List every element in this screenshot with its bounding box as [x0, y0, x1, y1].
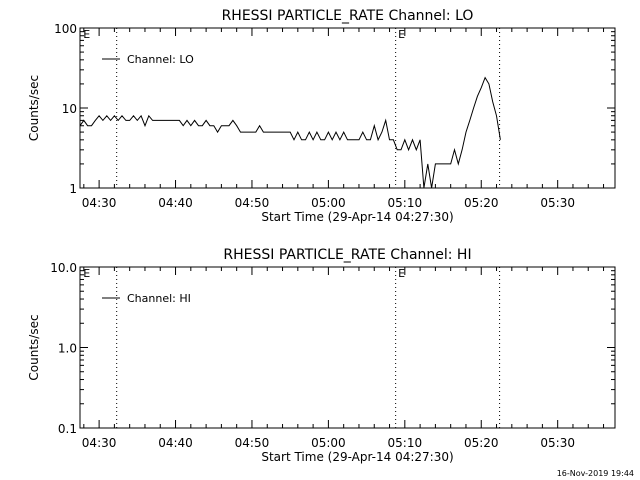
y-tick-label: 0.1 [58, 422, 77, 436]
event-marker-label: E [398, 267, 405, 280]
x-tick-label: 05:10 [388, 436, 423, 450]
x-tick-label: 04:50 [235, 196, 270, 210]
event-marker-label: E [398, 28, 405, 41]
y-tick-label: 1.0 [58, 342, 77, 356]
y-axis-label: Counts/sec [27, 75, 41, 141]
x-tick-label: 05:00 [311, 196, 346, 210]
x-tick-label: 05:00 [311, 436, 346, 450]
plot-frame [79, 27, 616, 189]
y-axis-label: Counts/sec [27, 314, 41, 380]
x-axis-label: Start Time (29-Apr-14 04:27:30) [261, 450, 453, 464]
event-marker-label: E [83, 28, 90, 41]
x-tick-label: 05:20 [464, 196, 499, 210]
chart-title: RHESSI PARTICLE_RATE Channel: HI [223, 247, 471, 263]
chart-panel-1: RHESSI PARTICLE_RATE Channel: LO 1 10 100 Co… [27, 8, 616, 224]
y-tick-label: 100 [54, 22, 77, 36]
series-line [79, 76, 501, 189]
x-axis-label: Start Time (29-Apr-14 04:27:30) [261, 210, 453, 224]
x-tick-label: 05:30 [540, 196, 575, 210]
x-tick-label: 04:40 [158, 196, 193, 210]
event-marker-label: E [83, 267, 90, 280]
y-tick-label: 10 [62, 102, 77, 116]
y-tick-label: 10.0 [50, 261, 77, 275]
x-tick-label: 04:50 [235, 436, 270, 450]
x-tick-label: 04:30 [82, 436, 117, 450]
x-tick-label: 04:40 [158, 436, 193, 450]
x-tick-label: 05:20 [464, 436, 499, 450]
legend-label: Channel: HI [127, 292, 191, 305]
x-tick-label: 04:30 [82, 196, 117, 210]
chart-title: RHESSI PARTICLE_RATE Channel: LO [222, 8, 474, 24]
y-tick-label: 1 [69, 182, 77, 196]
x-tick-label: 05:30 [540, 436, 575, 450]
legend-label: Channel: LO [127, 53, 194, 66]
x-tick-label: 05:10 [388, 196, 423, 210]
chart-panel-2: RHESSI PARTICLE_RATE Channel: HI 0.1 1.0 10… [27, 247, 616, 464]
generation-timestamp: 16-Nov-2019 19:44 [556, 469, 634, 478]
